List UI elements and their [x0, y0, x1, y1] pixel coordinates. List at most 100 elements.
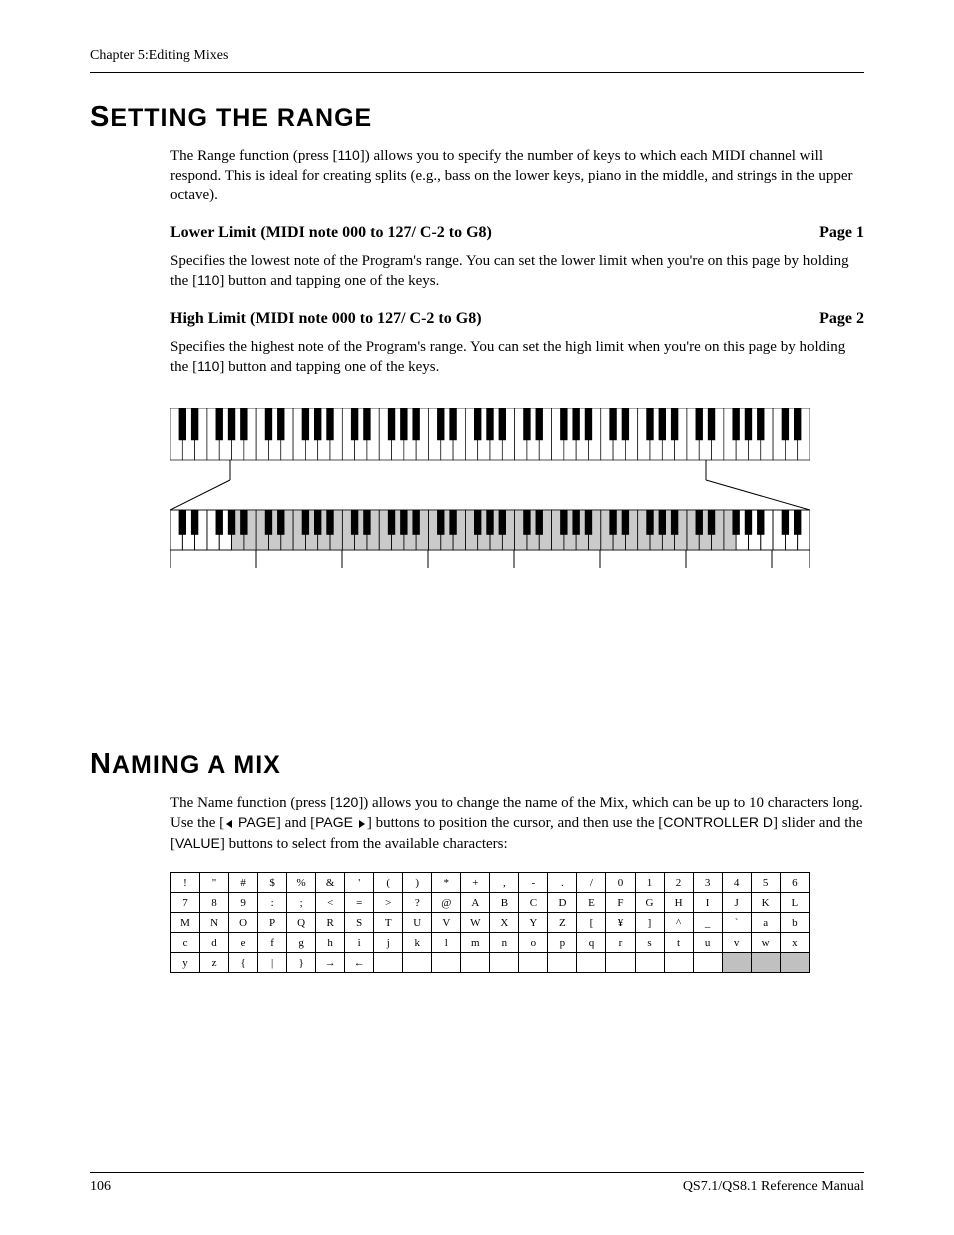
char-cell: Y	[519, 913, 548, 933]
char-cell: y	[171, 953, 200, 973]
char-cell: j	[374, 933, 403, 953]
char-cell: r	[606, 933, 635, 953]
character-table: !"#$%&'()*+,-./0123456789:;<=>?@ABCDEFGH…	[170, 872, 864, 973]
page-left-icon	[224, 819, 234, 829]
char-cell: z	[200, 953, 229, 973]
char-cell: {	[229, 953, 258, 973]
char-cell: P	[258, 913, 287, 933]
char-cell: a	[751, 913, 780, 933]
char-cell	[664, 953, 693, 973]
char-cell: x	[780, 933, 809, 953]
char-cell: T	[374, 913, 403, 933]
char-cell: "	[200, 873, 229, 893]
char-cell: J	[722, 893, 751, 913]
char-cell: -	[519, 873, 548, 893]
range-intro: The Range function (press [110]) allows …	[170, 146, 864, 206]
char-cell: 9	[229, 893, 258, 913]
char-cell: '	[345, 873, 374, 893]
char-cell: _	[693, 913, 722, 933]
char-cell: :	[258, 893, 287, 913]
manual-title: QS7.1/QS8.1 Reference Manual	[683, 1179, 864, 1195]
char-cell: g	[287, 933, 316, 953]
naming-intro: The Name function (press [120]) allows y…	[170, 793, 864, 855]
char-cell: 3	[693, 873, 722, 893]
char-cell	[432, 953, 461, 973]
char-cell: v	[722, 933, 751, 953]
keyboard-diagram	[170, 408, 864, 628]
char-cell: N	[200, 913, 229, 933]
char-cell: A	[461, 893, 490, 913]
char-cell: <	[316, 893, 345, 913]
char-cell	[722, 953, 751, 973]
char-cell: f	[258, 933, 287, 953]
char-cell: ¥	[606, 913, 635, 933]
char-cell: n	[490, 933, 519, 953]
header-rule	[90, 72, 864, 73]
char-cell: b	[780, 913, 809, 933]
char-cell	[519, 953, 548, 973]
char-cell: U	[403, 913, 432, 933]
char-cell: 4	[722, 873, 751, 893]
char-cell: #	[229, 873, 258, 893]
high-limit-text: Specifies the highest note of the Progra…	[170, 338, 864, 378]
page-footer: 106 QS7.1/QS8.1 Reference Manual	[90, 1172, 864, 1195]
char-cell: u	[693, 933, 722, 953]
char-cell: w	[751, 933, 780, 953]
char-cell: d	[200, 933, 229, 953]
char-cell: O	[229, 913, 258, 933]
char-cell: L	[780, 893, 809, 913]
char-cell: &	[316, 873, 345, 893]
high-limit-heading: High Limit (MIDI note 000 to 127/ C-2 to…	[170, 310, 864, 328]
char-cell: t	[664, 933, 693, 953]
char-cell: !	[171, 873, 200, 893]
char-cell: F	[606, 893, 635, 913]
char-cell: c	[171, 933, 200, 953]
char-cell	[490, 953, 519, 973]
char-cell: Q	[287, 913, 316, 933]
char-cell: *	[432, 873, 461, 893]
char-cell	[403, 953, 432, 973]
char-cell: @	[432, 893, 461, 913]
char-cell	[780, 953, 809, 973]
char-cell: )	[403, 873, 432, 893]
section-heading-range: SETTING THE RANGE	[90, 101, 864, 134]
char-cell: M	[171, 913, 200, 933]
char-cell: K	[751, 893, 780, 913]
char-cell	[606, 953, 635, 973]
char-cell: S	[345, 913, 374, 933]
char-cell: ^	[664, 913, 693, 933]
page-right-icon	[357, 819, 367, 829]
char-cell: p	[548, 933, 577, 953]
char-cell: (	[374, 873, 403, 893]
char-cell: ←	[345, 953, 374, 973]
char-cell: [	[577, 913, 606, 933]
char-cell: 0	[606, 873, 635, 893]
char-cell: H	[664, 893, 693, 913]
char-cell: >	[374, 893, 403, 913]
lower-limit-text: Specifies the lowest note of the Program…	[170, 252, 864, 292]
char-cell: 1	[635, 873, 664, 893]
char-cell: I	[693, 893, 722, 913]
char-cell	[693, 953, 722, 973]
char-cell: B	[490, 893, 519, 913]
char-cell: 2	[664, 873, 693, 893]
char-cell: /	[577, 873, 606, 893]
char-cell: m	[461, 933, 490, 953]
char-cell: ]	[635, 913, 664, 933]
char-cell: s	[635, 933, 664, 953]
char-cell: }	[287, 953, 316, 973]
char-cell: ,	[490, 873, 519, 893]
char-cell: q	[577, 933, 606, 953]
char-cell: |	[258, 953, 287, 973]
lower-limit-heading: Lower Limit (MIDI note 000 to 127/ C-2 t…	[170, 224, 864, 242]
char-cell	[635, 953, 664, 973]
char-cell: D	[548, 893, 577, 913]
char-cell: X	[490, 913, 519, 933]
char-cell: V	[432, 913, 461, 933]
char-cell: W	[461, 913, 490, 933]
char-cell: ?	[403, 893, 432, 913]
char-cell: Z	[548, 913, 577, 933]
char-cell	[374, 953, 403, 973]
char-cell: R	[316, 913, 345, 933]
char-cell: `	[722, 913, 751, 933]
